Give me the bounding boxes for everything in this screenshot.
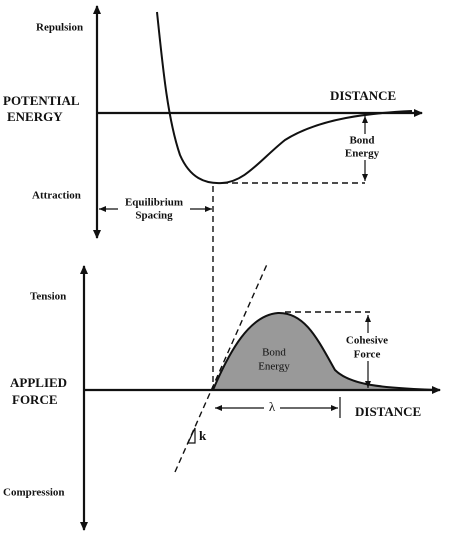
peak-label: Cohesive [346, 335, 388, 347]
y-axis-top: Repulsion [36, 22, 83, 34]
y-axis-bottom: Compression [3, 487, 65, 499]
force-curve [212, 311, 441, 391]
label-bg [264, 400, 280, 416]
spacing-label: Spacing [135, 210, 173, 222]
slope-label: k [199, 428, 207, 443]
x-axis-title: DISTANCE [355, 404, 421, 419]
y-axis-title: APPLIED [10, 375, 67, 390]
bottom-panel: Cohesive Force Bond Energy λ k Tension A… [3, 261, 441, 531]
area-label: Energy [258, 361, 290, 373]
y-axis-top: Tension [30, 291, 66, 303]
area-label: Bond [262, 347, 286, 359]
y-axis-title: FORCE [12, 392, 58, 407]
y-axis-title: POTENTIAL [3, 93, 80, 108]
tangent-line [174, 261, 269, 473]
bond-energy-area [213, 312, 440, 390]
label-bg [343, 134, 381, 160]
top-panel: Bond Energy Equilibrium Spacing Repulsio… [3, 5, 423, 239]
y-axis-title: ENERGY [7, 109, 63, 124]
slope-triangle [187, 427, 196, 444]
label-bg [118, 198, 190, 222]
peak-label: Force [354, 349, 381, 361]
label-bg [338, 333, 398, 361]
width-label: λ [269, 399, 276, 414]
depth-label: Bond [349, 135, 374, 147]
spacing-label: Equilibrium [125, 197, 183, 209]
depth-label: Energy [345, 148, 380, 160]
y-axis-bottom: Attraction [32, 190, 81, 202]
x-axis-title: DISTANCE [330, 88, 396, 103]
